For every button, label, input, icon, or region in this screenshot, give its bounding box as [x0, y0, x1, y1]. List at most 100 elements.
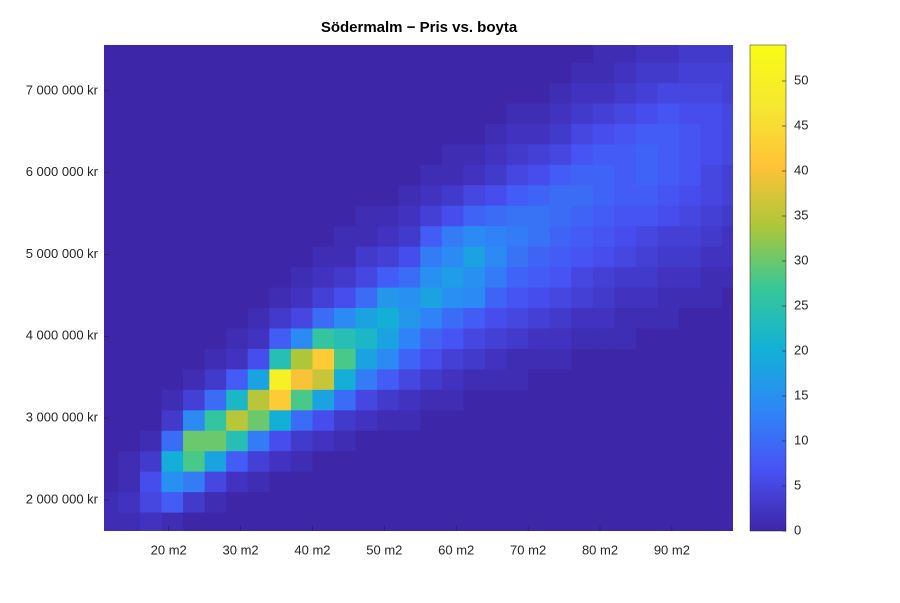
heat-cell: [139, 409, 162, 431]
heat-cell: [183, 184, 206, 206]
heat-cell: [592, 328, 615, 349]
heat-cell: [290, 123, 313, 145]
heat-cell: [657, 225, 680, 247]
colorbar-tick-label: 15: [794, 387, 808, 402]
heat-cell: [657, 103, 680, 124]
heat-cell: [420, 348, 443, 370]
heat-cell: [679, 409, 702, 431]
heat-cell: [161, 287, 184, 309]
heat-cell: [614, 389, 637, 411]
heat-cell: [118, 389, 141, 411]
heat-cell: [247, 45, 270, 63]
heat-cell: [463, 512, 486, 531]
heat-cell: [290, 369, 313, 390]
heat-cell: [183, 144, 206, 165]
heat-cell: [592, 266, 615, 288]
heat-cell: [635, 430, 658, 452]
heat-cell: [463, 491, 486, 513]
heat-cell: [312, 471, 335, 493]
heat-cell: [592, 430, 615, 452]
heat-cell: [398, 307, 421, 329]
heat-cell: [183, 328, 206, 349]
heat-cell: [183, 205, 206, 227]
heat-cell: [377, 512, 400, 531]
heat-cell: [679, 82, 702, 104]
heat-cell: [657, 287, 680, 309]
heat-cell: [312, 287, 335, 309]
heat-cell: [441, 389, 464, 411]
heat-cell: [118, 491, 141, 513]
colorbar-tick-label: 25: [794, 297, 808, 312]
heat-cell: [377, 246, 400, 268]
heat-cell: [441, 266, 464, 288]
heat-cell: [571, 307, 594, 329]
heat-cell: [183, 287, 206, 309]
heat-cell: [657, 62, 680, 84]
heat-cell: [506, 287, 529, 309]
heat-cell: [549, 103, 572, 124]
heat-cell: [506, 123, 529, 145]
heat-cell: [700, 246, 723, 268]
colorbar-tick-label: 20: [794, 342, 808, 357]
heat-cell: [506, 450, 529, 472]
heat-cell: [377, 82, 400, 104]
heat-cell: [441, 512, 464, 531]
heat-cell: [506, 225, 529, 247]
heat-cell: [269, 409, 292, 431]
heat-cell: [420, 184, 443, 206]
heat-cell: [679, 266, 702, 288]
heat-cell: [312, 389, 335, 411]
heat-cell: [506, 389, 529, 411]
heat-cell: [700, 430, 723, 452]
heat-cell: [183, 307, 206, 329]
heat-cell: [549, 450, 572, 472]
heat-cell: [635, 450, 658, 472]
heat-cell: [614, 144, 637, 165]
heat-cell: [139, 512, 162, 531]
heat-cell: [161, 328, 184, 349]
heat-cell: [398, 389, 421, 411]
heat-cell: [183, 82, 206, 104]
heat-cell: [614, 123, 637, 145]
heat-cell: [139, 369, 162, 390]
heat-cell: [398, 45, 421, 63]
heat-cell: [247, 164, 270, 186]
heat-cell: [549, 409, 572, 431]
heat-cell: [290, 45, 313, 63]
heat-cell: [528, 123, 551, 145]
heat-cell: [700, 369, 723, 390]
heat-cell: [463, 430, 486, 452]
heat-cell: [571, 246, 594, 268]
heat-cell: [571, 205, 594, 227]
heat-cell: [118, 205, 141, 227]
heat-cell: [679, 103, 702, 124]
heat-cell: [635, 328, 658, 349]
heat-cell: [549, 246, 572, 268]
heat-cell: [312, 328, 335, 349]
heat-cell: [722, 266, 733, 288]
heat-cell: [571, 328, 594, 349]
heat-cell: [398, 123, 421, 145]
heat-cell: [592, 62, 615, 84]
heat-cell: [161, 225, 184, 247]
heat-cell: [226, 430, 249, 452]
heat-cell: [571, 184, 594, 206]
heat-cell: [290, 328, 313, 349]
heat-cell: [700, 45, 723, 63]
heat-cell: [700, 450, 723, 472]
heat-cell: [506, 144, 529, 165]
heat-cell: [355, 103, 378, 124]
heat-cell: [183, 430, 206, 452]
heat-cell: [592, 144, 615, 165]
heat-cell: [722, 62, 733, 84]
heat-cell: [312, 450, 335, 472]
heat-cell: [528, 430, 551, 452]
heat-cell: [549, 184, 572, 206]
heat-cell: [635, 103, 658, 124]
heat-cell: [334, 471, 356, 493]
heat-cell: [657, 471, 680, 493]
heat-cell: [441, 348, 464, 370]
heat-cell: [722, 328, 733, 349]
heat-cell: [700, 144, 723, 165]
